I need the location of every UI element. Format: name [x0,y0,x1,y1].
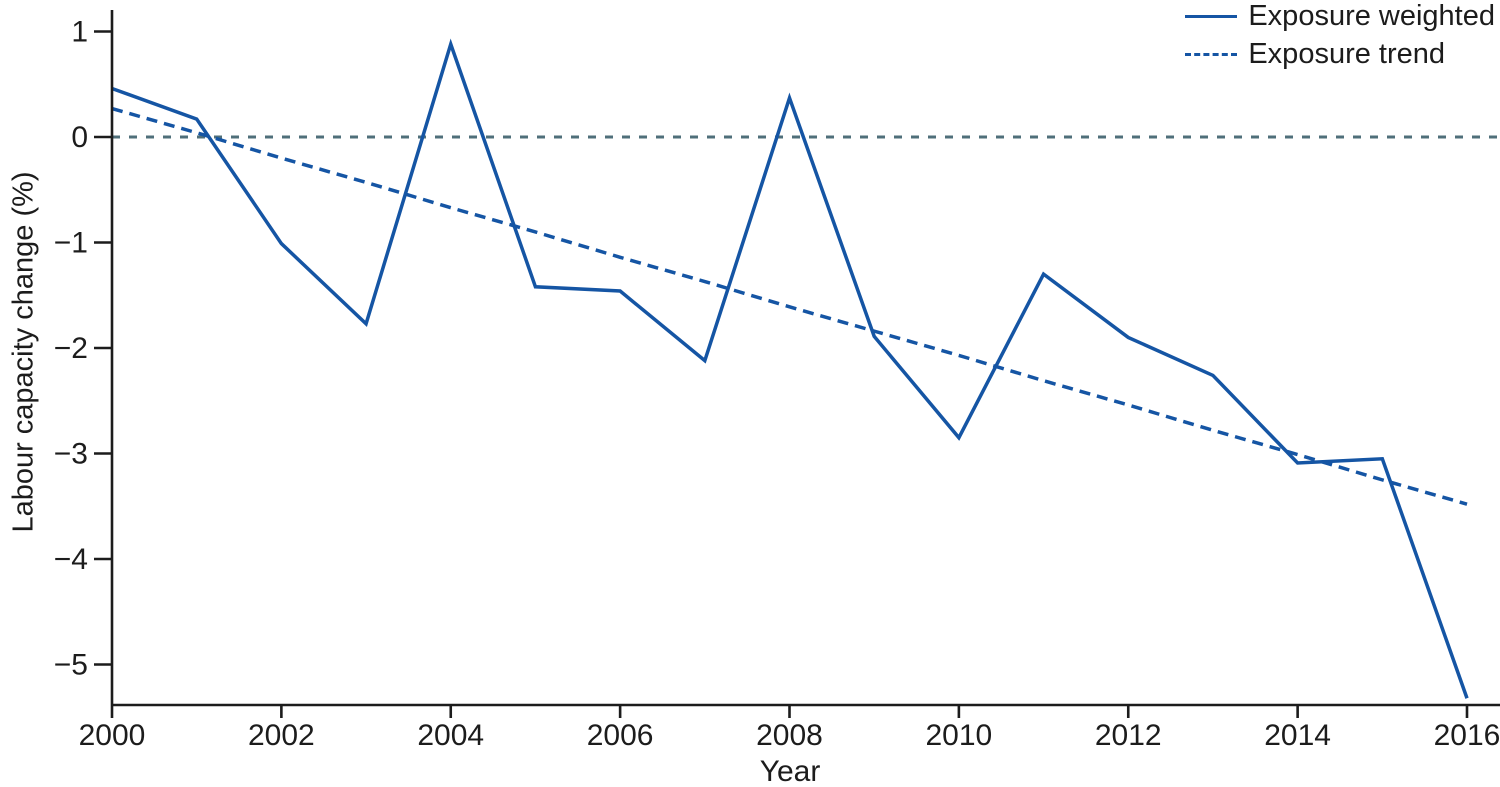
x-axis-title: Year [759,755,821,787]
series-line-exposure-trend [111,106,1468,506]
y-tick-label: −4 [54,543,88,576]
x-tick-label: 2014 [1264,719,1331,752]
x-tick-label: 2016 [1434,719,1500,752]
y-tick-label: −2 [54,332,88,365]
y-axis-title: Labour capacity change (%) [7,171,40,533]
chart-legend: Exposure weighted Exposure trend [1185,1,1495,70]
y-tick-label: 0 [71,121,88,154]
series-line-exposure-weighted [111,38,1469,699]
dashed-line-swatch-icon [1185,53,1238,56]
legend-entry-exposure-weighted: Exposure weighted [1185,1,1495,32]
solid-line-swatch-icon [1185,15,1238,18]
legend-label: Exposure trend [1248,38,1446,70]
x-tick-label: 2010 [926,719,993,752]
y-tick-label: −5 [54,649,88,682]
x-tick-label: 2004 [417,719,484,752]
y-tick-label: −1 [54,227,88,260]
y-tick-label: −3 [54,438,88,471]
legend-entry-exposure-trend: Exposure trend [1185,39,1495,70]
x-tick-label: 2006 [587,719,654,752]
x-tick-label: 2008 [756,719,823,752]
y-tick-label: 1 [71,16,88,49]
x-tick-label: 2002 [248,719,315,752]
x-tick-label: 2012 [1095,719,1162,752]
x-tick-label: 2000 [79,719,146,752]
legend-label: Exposure weighted [1248,0,1495,32]
